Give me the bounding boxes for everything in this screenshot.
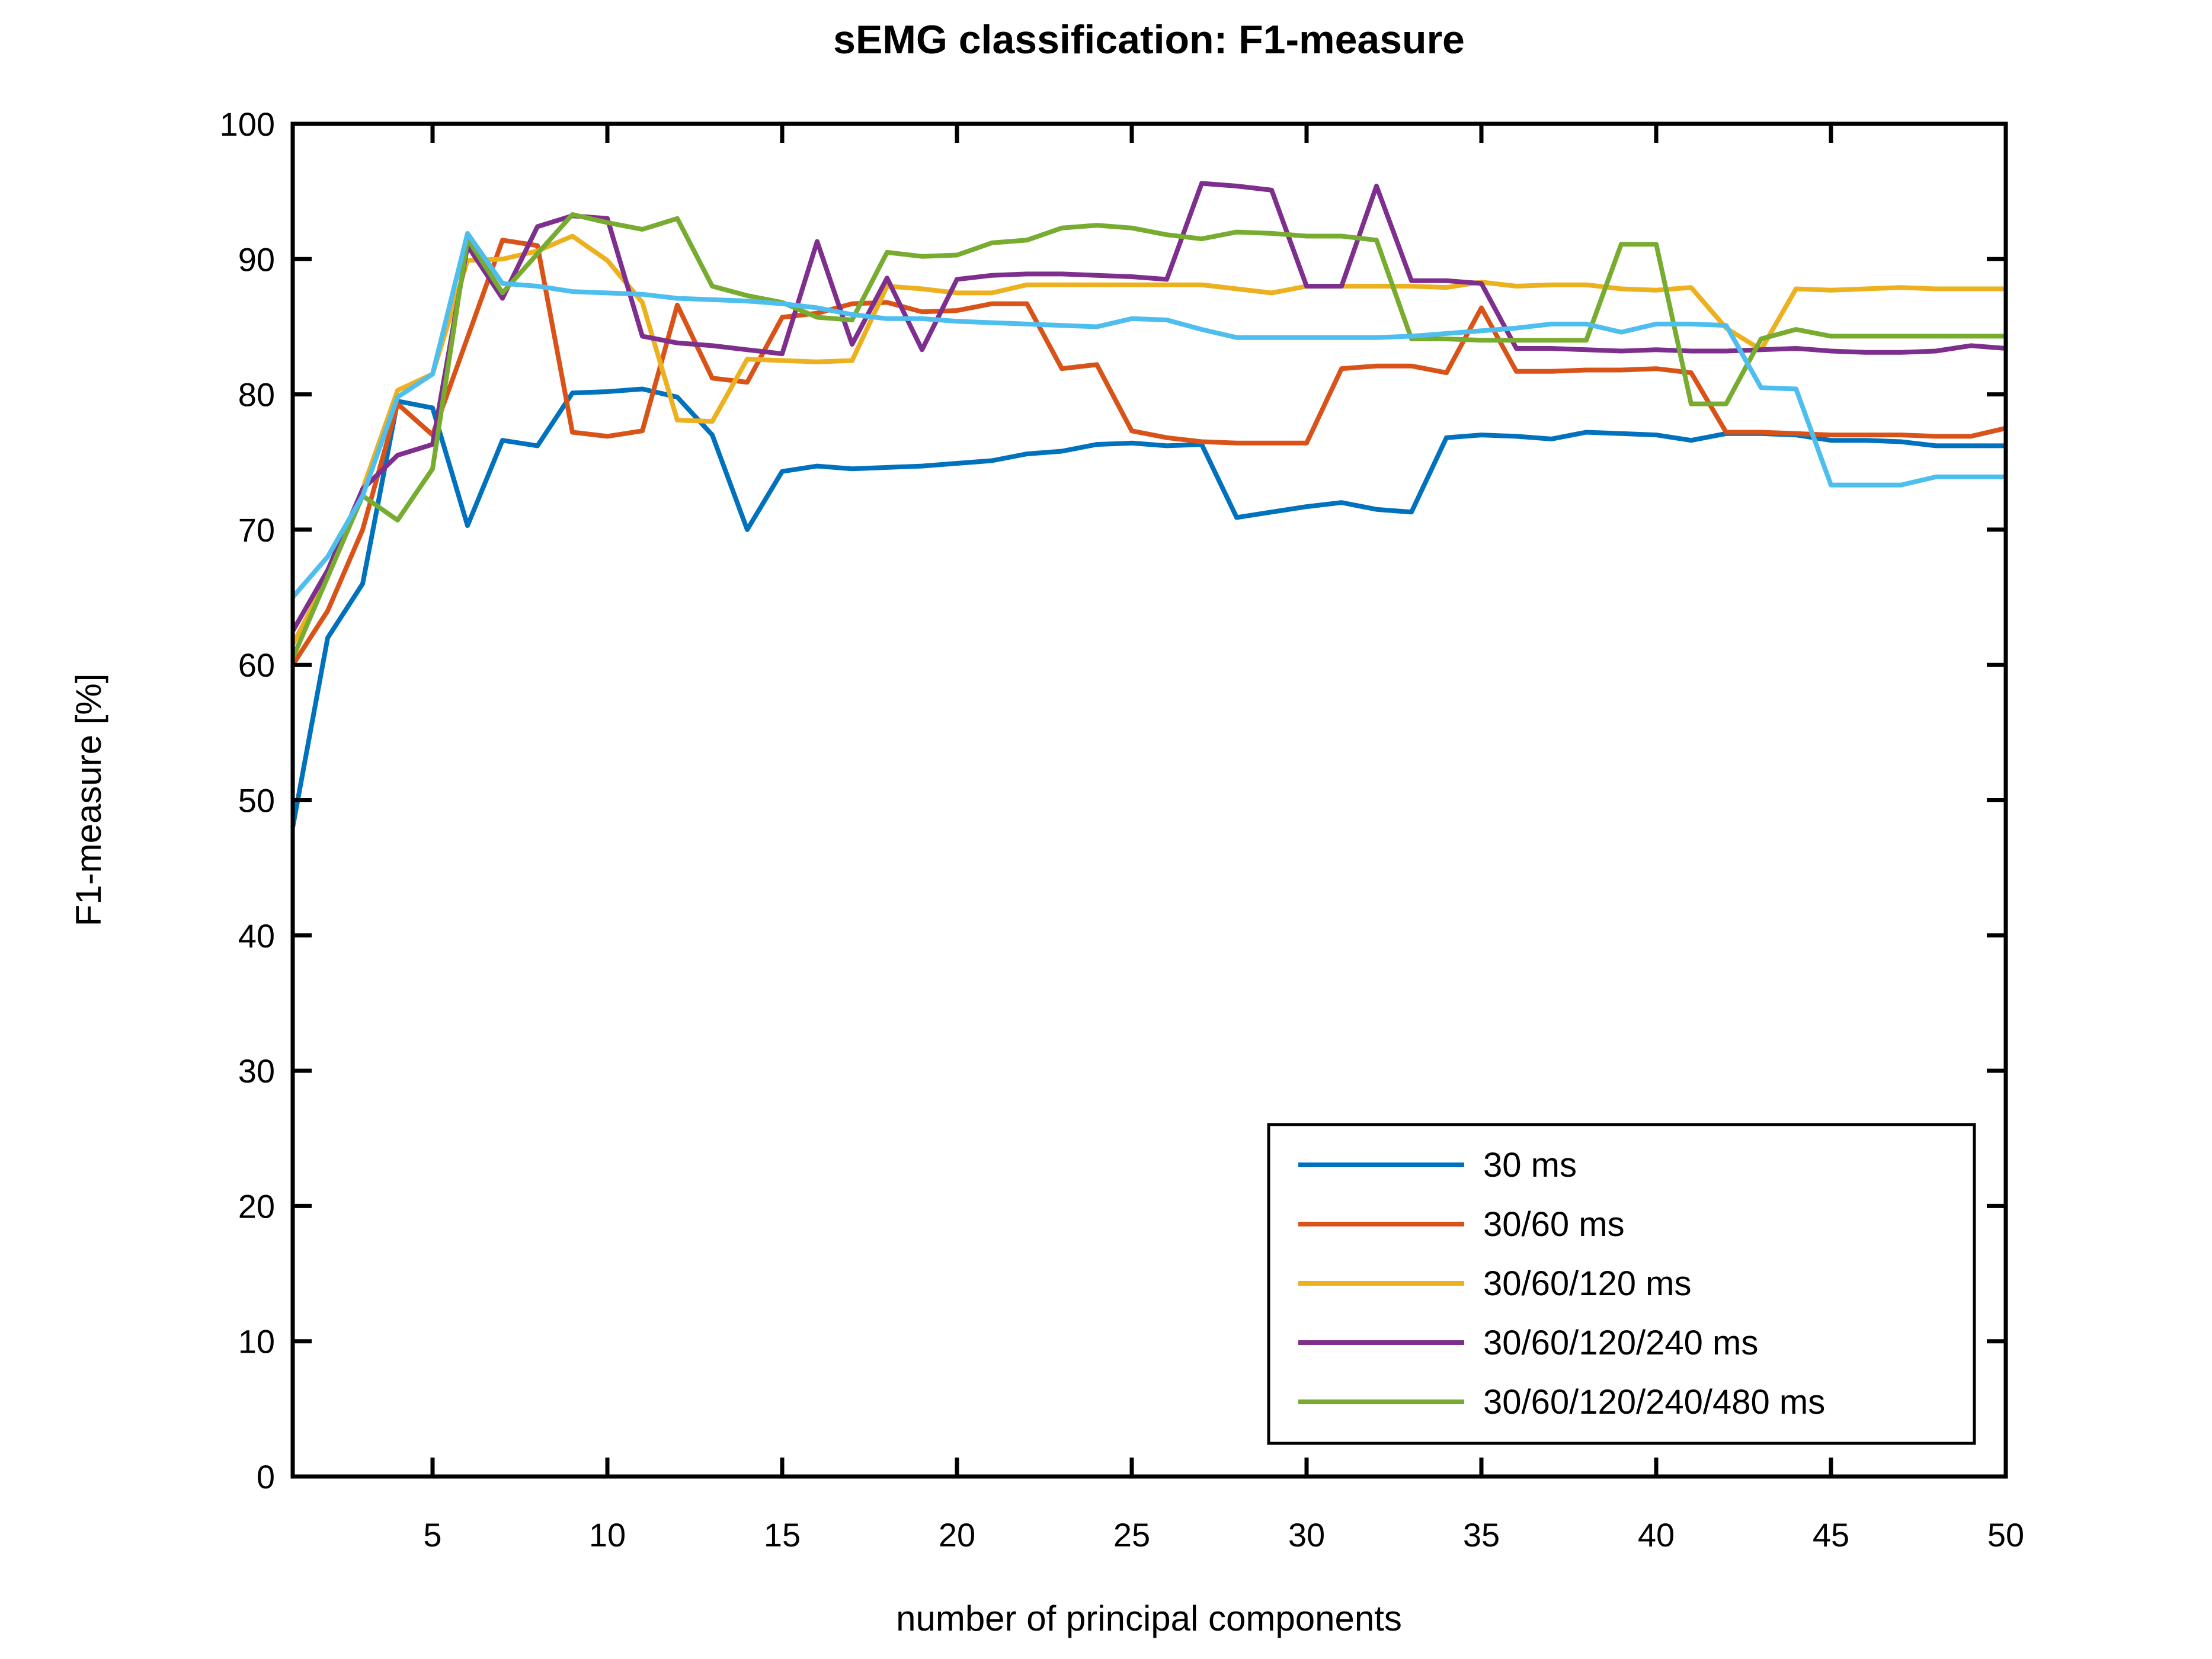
y-tick-label: 100 [220, 105, 275, 143]
y-tick-label: 0 [257, 1458, 275, 1495]
y-tick-label: 20 [238, 1187, 275, 1225]
chart-title: sEMG classification: F1-measure [833, 17, 1465, 62]
series-line-30-60-120-ms [290, 233, 2006, 646]
x-tick-label: 20 [939, 1516, 975, 1554]
chart-content: 5 10 15 20 25 30 35 40 45 50 0 10 20 30 40 50 60 70 80 90 10… [220, 105, 2025, 1554]
series-line-30-60-ms [290, 238, 2006, 667]
x-tick-label: 15 [764, 1516, 801, 1554]
x-tick-label: 5 [423, 1516, 441, 1554]
legend-item-label: 30/60/120 ms [1483, 1264, 1691, 1303]
y-tick-label: 80 [238, 376, 275, 414]
x-tick-label: 30 [1288, 1516, 1325, 1554]
x-tick-label: 25 [1113, 1516, 1150, 1554]
series-line-30-ms [290, 386, 2006, 828]
series-line-extra [290, 230, 2006, 599]
y-tick-label: 90 [238, 241, 275, 278]
y-tick-label: 50 [238, 782, 275, 819]
legend-item-label: 30 ms [1483, 1146, 1577, 1184]
y-tick-label: 70 [238, 511, 275, 549]
y-tick-label: 60 [238, 646, 275, 684]
x-tick-label: 35 [1463, 1516, 1500, 1554]
series-line-30-60-120-240-480-ms [290, 212, 2006, 659]
x-axis-label: number of principal components [896, 1599, 1402, 1638]
y-tick-label: 30 [238, 1052, 275, 1090]
x-tick-label: 10 [589, 1516, 626, 1554]
legend-item-label: 30/60/120/240/480 ms [1483, 1383, 1825, 1421]
x-tick-label: 40 [1638, 1516, 1675, 1554]
legend-item-label: 30/60/120/240 ms [1483, 1324, 1758, 1362]
x-tick-label: 45 [1813, 1516, 1849, 1554]
y-axis-label: F1-measure [%] [69, 674, 108, 927]
legend-item-label: 30/60 ms [1483, 1205, 1625, 1244]
x-tick-label: 50 [1987, 1516, 2024, 1554]
y-tick-label: 10 [238, 1323, 275, 1360]
y-tick-label: 40 [238, 917, 275, 955]
